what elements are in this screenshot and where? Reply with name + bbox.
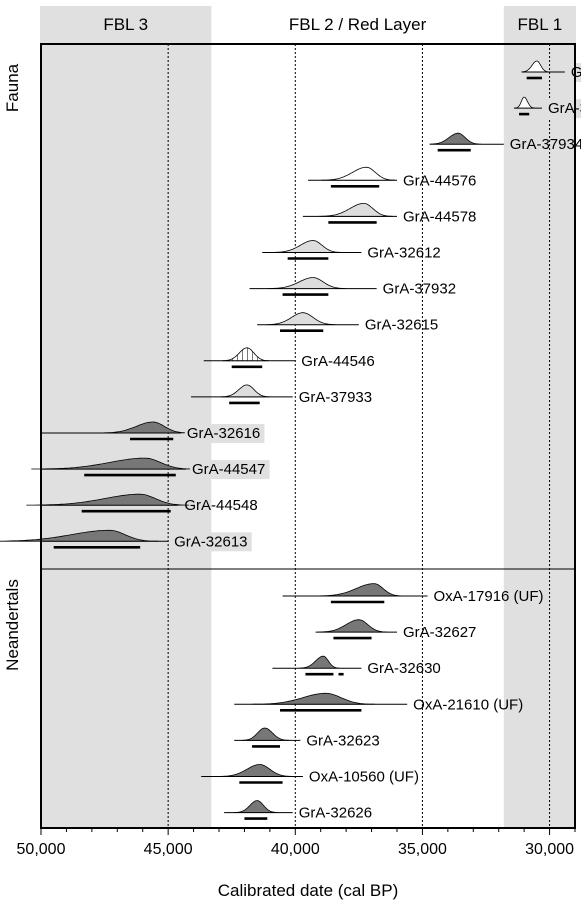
sample-label: GrA-32613 bbox=[174, 533, 247, 550]
sample-label: GrA-44576 bbox=[403, 172, 476, 189]
plot-frame bbox=[40, 43, 576, 829]
distribution-shape bbox=[219, 764, 293, 777]
sample-label: GrA-32612 bbox=[367, 245, 440, 262]
date-row: GrA-32615 bbox=[257, 312, 438, 334]
sample-label: GrA-37931 bbox=[548, 100, 581, 117]
date-row: OxA-10560 (UF) bbox=[201, 764, 419, 786]
group-label: Neandertals bbox=[3, 579, 22, 671]
distribution-shape bbox=[31, 457, 195, 470]
distribution-shape bbox=[100, 421, 190, 434]
date-row: GrA-32613 bbox=[0, 529, 252, 552]
date-row: OxA-17916 (UF) bbox=[282, 583, 544, 605]
date-row: GrA-32626 bbox=[224, 800, 372, 822]
sample-label: OxA-17916 (UF) bbox=[434, 588, 544, 605]
date-row: OxA-21610 (UF) bbox=[234, 692, 523, 713]
sample-label: GrA-32627 bbox=[403, 624, 476, 641]
sample-label: GrA-44546 bbox=[301, 353, 374, 370]
distribution-shape bbox=[321, 166, 395, 181]
date-row: GrA-44546 bbox=[203, 347, 375, 370]
distribution-shape bbox=[521, 60, 550, 73]
date-row: GrA-44576 bbox=[308, 166, 476, 189]
zone-label: FBL 3 bbox=[103, 15, 148, 34]
zone-background bbox=[503, 6, 576, 828]
sample-label: OxA-10560 (UF) bbox=[309, 769, 419, 786]
distribution-shape bbox=[317, 583, 403, 597]
distribution-shape bbox=[319, 203, 393, 217]
date-row: GrA-37932 bbox=[249, 277, 456, 298]
distribution-shape bbox=[252, 692, 375, 705]
sample-label: GrA-32615 bbox=[365, 317, 438, 334]
distribution-shape bbox=[515, 96, 535, 109]
sample-label: GrA-37933 bbox=[299, 389, 372, 406]
distribution-shape bbox=[429, 132, 481, 145]
zone-label: FBL 1 bbox=[518, 15, 563, 34]
label-highlight bbox=[189, 460, 270, 480]
group-label: Fauna bbox=[3, 63, 22, 112]
distribution-shape bbox=[298, 655, 340, 669]
date-row: GrA-37933 bbox=[191, 384, 372, 406]
sample-label: GrA-44578 bbox=[403, 208, 476, 225]
sample-label: GrA-44548 bbox=[184, 497, 257, 514]
sample-label: GrA-32630 bbox=[367, 660, 440, 677]
date-row: GrA-37931 bbox=[513, 96, 581, 119]
sample-label: GrA-37932 bbox=[383, 281, 456, 298]
distribution-shape bbox=[0, 529, 159, 542]
sample-label: OxA-21610 (UF) bbox=[413, 696, 523, 713]
distribution-shape bbox=[242, 727, 290, 741]
x-axis-label: Calibrated date (cal BP) bbox=[218, 881, 398, 900]
date-row: GrA-32630 bbox=[272, 655, 441, 677]
distribution-shape bbox=[268, 277, 346, 289]
label-highlight bbox=[545, 99, 581, 119]
label-highlight bbox=[184, 424, 265, 443]
sample-label: GrA-44547 bbox=[192, 461, 265, 478]
distribution-shape bbox=[272, 240, 342, 253]
zone-label: FBL 2 / Red Layer bbox=[289, 15, 427, 34]
x-tick-label: 30,000 bbox=[525, 841, 574, 858]
label-highlight bbox=[172, 532, 252, 552]
date-row: GrA-32612 bbox=[262, 240, 441, 262]
distribution-shape bbox=[266, 312, 336, 325]
date-row: GrA-32623 bbox=[234, 727, 380, 749]
date-row: GrA-44547 bbox=[31, 457, 270, 480]
date-row: GrA-32616 bbox=[41, 421, 265, 443]
distribution-shape bbox=[318, 619, 388, 633]
x-tick-label: 50,000 bbox=[17, 841, 66, 858]
sample-label: GrA-32623 bbox=[306, 732, 379, 749]
x-tick-label: 40,000 bbox=[271, 841, 320, 858]
date-row: GrA-44578 bbox=[302, 203, 476, 225]
date-row: GrA-37934 bbox=[429, 132, 581, 153]
distribution-shape bbox=[222, 347, 269, 362]
x-tick-label: 35,000 bbox=[398, 841, 447, 858]
x-tick-label: 45,000 bbox=[144, 841, 193, 858]
distribution-shape bbox=[234, 800, 278, 813]
distribution-shape bbox=[220, 384, 270, 398]
sample-label: GrA-37934 bbox=[510, 136, 581, 153]
sample-label: GrA-32626 bbox=[299, 805, 372, 822]
sample-label: GrA-32616 bbox=[187, 425, 260, 442]
date-row: GrA-32627 bbox=[315, 619, 476, 641]
zone-background bbox=[40, 6, 212, 828]
date-row: GrA-44548 bbox=[26, 493, 258, 514]
distribution-shape bbox=[26, 493, 189, 506]
